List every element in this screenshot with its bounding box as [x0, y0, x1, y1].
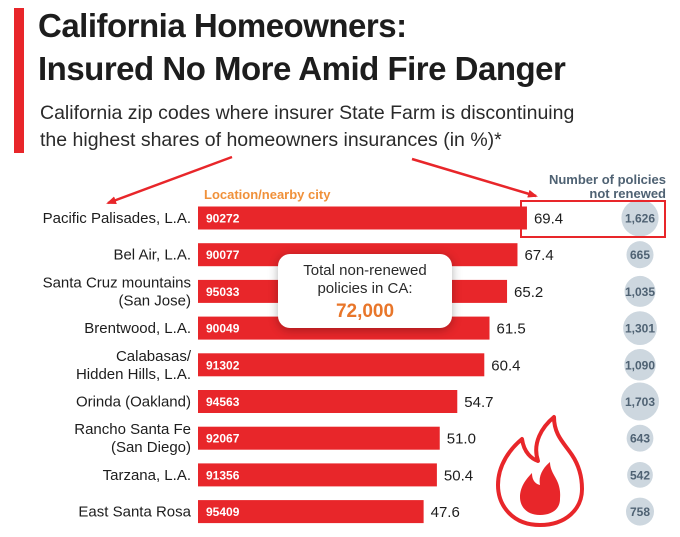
pointer-arrow-right: [411, 157, 538, 198]
policy-bubble: [621, 382, 659, 421]
value-label: 65.2: [514, 284, 543, 301]
subtitle-line-2: the highest shares of homeowners insuran…: [40, 129, 502, 151]
zip-label: 91302: [206, 358, 240, 372]
policy-count: 542: [630, 468, 650, 482]
policy-bubble: [625, 497, 655, 526]
policy-bubble: [626, 241, 654, 269]
title-accent-bar: [14, 8, 24, 153]
category-label: (San Jose): [118, 292, 191, 309]
policy-bubble: [623, 311, 657, 345]
value-label: 54.7: [464, 394, 493, 411]
policy-count: 758: [630, 505, 650, 519]
category-label: Orinda (Oakland): [76, 394, 191, 411]
callout-label: Total non-renewed policies in CA:: [278, 262, 452, 298]
pointer-arrow-left: [106, 155, 233, 205]
total-callout: Total non-renewed policies in CA: 72,000: [278, 254, 452, 328]
zip-label: 95033: [206, 285, 240, 299]
category-label: Rancho Santa Fe: [74, 421, 191, 438]
value-label: 69.4: [534, 211, 563, 228]
value-label: 60.4: [491, 357, 520, 374]
value-label: 47.6: [431, 504, 460, 521]
value-label: 51.0: [447, 431, 476, 448]
category-label: (San Diego): [111, 439, 191, 456]
policy-bubble: [621, 199, 659, 237]
callout-line-2: policies in CA:: [317, 280, 413, 297]
policies-header-line-1: Number of policies: [548, 172, 666, 187]
policy-count: 1,090: [625, 358, 655, 372]
bar: [198, 206, 527, 230]
policies-header-line-2: not renewed: [589, 186, 666, 201]
highlight-box: [520, 200, 666, 238]
zip-label: 95409: [206, 505, 240, 519]
subtitle: California zip codes where insurer State…: [40, 100, 670, 154]
policy-bubble: [626, 424, 654, 452]
policy-bubble: [627, 462, 653, 488]
bar: [198, 390, 458, 413]
category-label: Hidden Hills, L.A.: [76, 366, 191, 383]
callout-line-1: Total non-renewed: [303, 262, 427, 279]
value-label: 67.4: [524, 247, 553, 264]
policy-bubble: [624, 349, 656, 381]
policy-count: 1,301: [625, 322, 655, 336]
category-label: East Santa Rosa: [78, 504, 191, 521]
category-label: Brentwood, L.A.: [84, 320, 191, 337]
location-column-header: Location/nearby city: [204, 187, 331, 202]
category-label: Tarzana, L.A.: [103, 467, 191, 484]
category-label: Pacific Palisades, L.A.: [43, 210, 191, 227]
zip-label: 94563: [206, 395, 240, 409]
bar: [198, 500, 424, 524]
callout-value: 72,000: [335, 301, 395, 322]
policy-count: 643: [630, 432, 650, 446]
policy-count: 665: [630, 248, 650, 262]
fire-icon: [496, 415, 584, 527]
value-label: 61.5: [497, 321, 526, 338]
policy-count: 1,703: [625, 395, 655, 409]
bar: [198, 426, 440, 450]
zip-label: 91356: [206, 468, 240, 482]
zip-label: 90272: [206, 212, 240, 226]
zip-label: 90077: [206, 248, 240, 262]
zip-label: 90049: [206, 322, 240, 336]
category-label: Bel Air, L.A.: [113, 247, 191, 264]
bar: [198, 463, 437, 487]
value-label: 50.4: [444, 467, 473, 484]
title-line-2: Insured No More Amid Fire Danger: [38, 50, 566, 87]
category-label: Santa Cruz mountains: [43, 274, 191, 291]
title-line-1: California Homeowners:: [38, 7, 407, 44]
policy-bubble: [624, 275, 656, 307]
chart-rows: Pacific Palisades, L.A. 90272 69.4 1,626 Bel…: [43, 199, 659, 526]
policies-column-header: Number of policies not renewed: [516, 173, 666, 201]
category-label: Calabasas/: [116, 348, 192, 365]
page-title: California Homeowners: Insured No More A…: [38, 4, 566, 90]
subtitle-line-1: California zip codes where insurer State…: [40, 102, 575, 124]
policy-count: 1,626: [625, 212, 655, 226]
zip-label: 92067: [206, 432, 240, 446]
bar: [198, 353, 485, 377]
policy-count: 1,035: [625, 285, 655, 299]
